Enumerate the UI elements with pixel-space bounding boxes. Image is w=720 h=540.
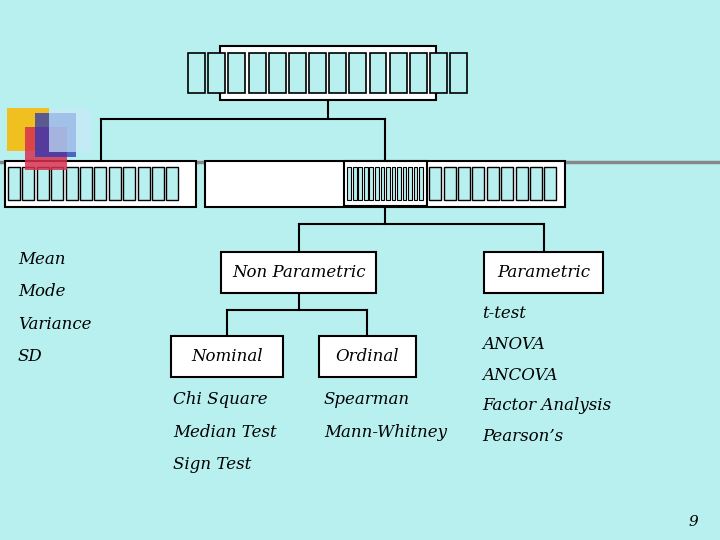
Bar: [419, 167, 423, 200]
Bar: [66, 167, 78, 200]
Bar: [380, 167, 384, 200]
Bar: [109, 167, 121, 200]
Bar: [94, 167, 107, 200]
Bar: [35, 113, 76, 157]
Text: Median Test: Median Test: [173, 424, 276, 441]
Bar: [375, 167, 379, 200]
Text: ANOVA: ANOVA: [482, 336, 545, 353]
Bar: [413, 167, 418, 200]
Bar: [248, 52, 266, 93]
Bar: [353, 167, 357, 200]
Bar: [402, 167, 407, 200]
Bar: [458, 167, 470, 200]
Text: Mean: Mean: [18, 251, 66, 268]
Text: Mann-Whitney: Mann-Whitney: [324, 424, 447, 441]
Text: Ordinal: Ordinal: [336, 348, 399, 365]
Bar: [22, 167, 35, 200]
Bar: [344, 161, 426, 206]
Text: 9: 9: [688, 515, 698, 529]
Text: Chi Square: Chi Square: [173, 392, 267, 408]
Bar: [484, 252, 603, 293]
Bar: [501, 167, 513, 200]
Bar: [152, 167, 164, 200]
Bar: [269, 52, 286, 93]
Text: Mode: Mode: [18, 284, 66, 300]
Bar: [171, 336, 282, 377]
Bar: [386, 167, 390, 200]
Bar: [289, 52, 306, 93]
Bar: [166, 167, 179, 200]
Bar: [359, 167, 362, 200]
Bar: [309, 52, 326, 93]
Bar: [138, 167, 150, 200]
Text: Non Parametric: Non Parametric: [232, 264, 366, 281]
Bar: [347, 167, 351, 200]
Bar: [369, 167, 374, 200]
Bar: [188, 52, 205, 93]
Bar: [349, 52, 366, 93]
Text: Variance: Variance: [18, 316, 91, 333]
Bar: [228, 52, 246, 93]
Bar: [392, 167, 395, 200]
Bar: [429, 167, 441, 200]
Text: ANCOVA: ANCOVA: [482, 367, 558, 383]
Bar: [430, 52, 447, 93]
Bar: [37, 167, 49, 200]
Bar: [205, 160, 565, 206]
Bar: [7, 108, 49, 151]
Bar: [222, 252, 376, 293]
Bar: [408, 167, 412, 200]
Bar: [530, 167, 542, 200]
Text: Sign Test: Sign Test: [173, 456, 251, 473]
Bar: [8, 167, 20, 200]
Bar: [25, 127, 67, 170]
Text: Spearman: Spearman: [324, 392, 410, 408]
Text: Nominal: Nominal: [191, 348, 263, 365]
Bar: [544, 167, 557, 200]
Bar: [487, 167, 499, 200]
Bar: [450, 52, 467, 93]
Bar: [390, 52, 407, 93]
Bar: [364, 167, 368, 200]
Bar: [49, 109, 91, 152]
Bar: [397, 167, 401, 200]
Text: Pearson’s: Pearson’s: [482, 428, 564, 445]
Bar: [472, 167, 485, 200]
Bar: [319, 336, 416, 377]
Bar: [51, 167, 63, 200]
Bar: [329, 52, 346, 93]
Bar: [516, 167, 528, 200]
Text: t-test: t-test: [482, 305, 526, 322]
Bar: [444, 167, 456, 200]
Text: SD: SD: [18, 348, 42, 365]
Bar: [369, 52, 387, 93]
Bar: [80, 167, 92, 200]
Bar: [6, 160, 196, 206]
Bar: [410, 52, 427, 93]
Text: Factor Analysis: Factor Analysis: [482, 397, 611, 414]
Bar: [208, 52, 225, 93]
Bar: [123, 167, 135, 200]
Text: Parametric: Parametric: [497, 264, 590, 281]
Bar: [220, 46, 436, 100]
